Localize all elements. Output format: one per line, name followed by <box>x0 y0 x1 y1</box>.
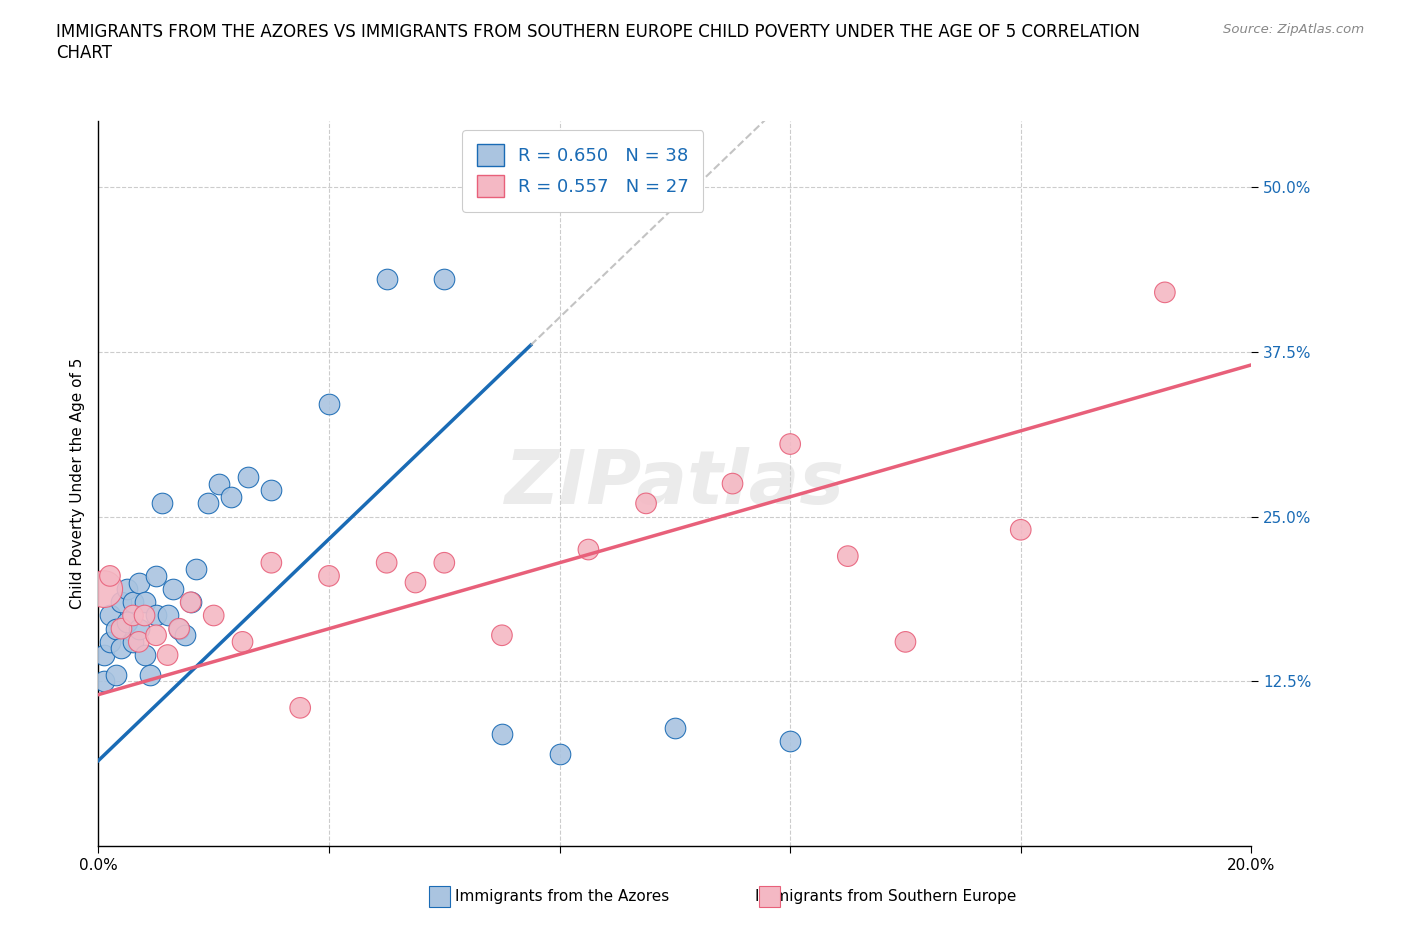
Point <box>117 615 139 630</box>
Point <box>104 668 127 683</box>
Point <box>491 726 513 741</box>
Point <box>98 634 121 649</box>
Point <box>128 621 150 636</box>
Point <box>134 595 156 610</box>
Point <box>122 608 145 623</box>
Point <box>779 436 801 451</box>
Point <box>180 595 202 610</box>
Point <box>208 476 231 491</box>
Point <box>197 496 219 511</box>
Point <box>894 634 917 649</box>
Point <box>156 608 179 623</box>
Point <box>238 470 260 485</box>
Point <box>779 734 801 749</box>
Text: ZIPatlas: ZIPatlas <box>505 447 845 520</box>
Point <box>98 568 121 583</box>
Point <box>405 575 427 590</box>
Point <box>134 647 156 662</box>
Point <box>174 628 197 643</box>
Point <box>110 595 132 610</box>
Point <box>117 581 139 596</box>
Point <box>145 608 167 623</box>
Point <box>145 628 167 643</box>
Point <box>837 549 859 564</box>
Point <box>180 595 202 610</box>
Point <box>433 555 456 570</box>
Point <box>167 621 190 636</box>
Point <box>93 581 115 596</box>
Point <box>93 647 115 662</box>
Point <box>98 608 121 623</box>
Point <box>167 621 190 636</box>
Text: Source: ZipAtlas.com: Source: ZipAtlas.com <box>1223 23 1364 36</box>
Point <box>162 581 184 596</box>
Legend: R = 0.650   N = 38, R = 0.557   N = 27: R = 0.650 N = 38, R = 0.557 N = 27 <box>463 130 703 212</box>
Point <box>318 397 340 412</box>
Point <box>231 634 254 649</box>
Point <box>491 628 513 643</box>
Point <box>110 621 132 636</box>
Point <box>1010 523 1032 538</box>
Point <box>122 634 145 649</box>
Point <box>548 747 571 762</box>
Point <box>1154 285 1177 299</box>
Point <box>128 634 150 649</box>
Point <box>122 595 145 610</box>
Point <box>636 496 658 511</box>
Point <box>186 562 208 577</box>
Text: Immigrants from Southern Europe: Immigrants from Southern Europe <box>755 889 1017 904</box>
Point <box>139 668 162 683</box>
Y-axis label: Child Poverty Under the Age of 5: Child Poverty Under the Age of 5 <box>69 358 84 609</box>
Point <box>202 608 225 623</box>
Point <box>433 272 456 286</box>
Point <box>134 608 156 623</box>
Point <box>156 647 179 662</box>
Point <box>128 575 150 590</box>
Point <box>578 542 600 557</box>
Point <box>375 272 398 286</box>
Point <box>260 483 283 498</box>
Point <box>721 476 744 491</box>
Point <box>375 555 398 570</box>
Point <box>145 568 167 583</box>
Point <box>260 555 283 570</box>
Text: Immigrants from the Azores: Immigrants from the Azores <box>456 889 669 904</box>
Point <box>104 621 127 636</box>
Point <box>219 489 242 504</box>
Text: IMMIGRANTS FROM THE AZORES VS IMMIGRANTS FROM SOUTHERN EUROPE CHILD POVERTY UNDE: IMMIGRANTS FROM THE AZORES VS IMMIGRANTS… <box>56 23 1140 62</box>
Point <box>110 641 132 656</box>
Point <box>664 720 686 735</box>
Point <box>318 568 340 583</box>
Point <box>93 674 115 689</box>
Point <box>290 700 312 715</box>
Point <box>150 496 173 511</box>
